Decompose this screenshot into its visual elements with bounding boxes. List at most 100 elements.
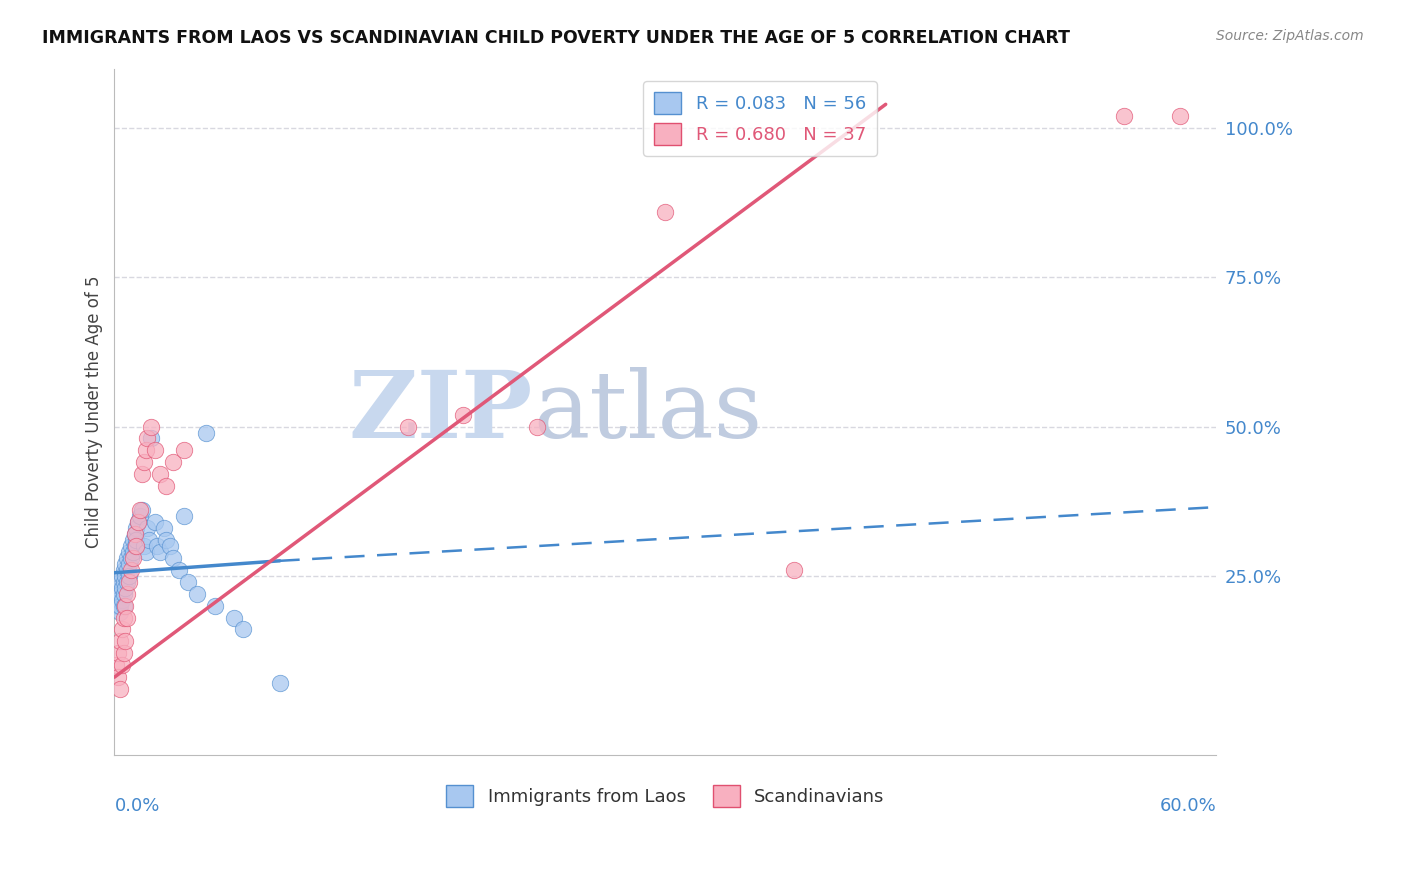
Point (139, 432, 162, 446)
Point (127, 515, 149, 529)
Text: atlas: atlas (533, 367, 762, 457)
Point (105, 587, 128, 601)
Point (1114, 109, 1136, 123)
Point (129, 503, 152, 517)
Point (162, 550, 184, 565)
Point (112, 599, 135, 613)
Point (232, 623, 254, 637)
Point (118, 545, 141, 559)
Point (114, 557, 136, 571)
Point (111, 592, 134, 607)
Point (195, 425, 218, 440)
Point (125, 521, 148, 535)
Point (127, 515, 149, 529)
Text: 60.0%: 60.0% (1160, 797, 1216, 814)
Point (120, 539, 142, 553)
Point (526, 419, 548, 434)
Point (108, 587, 131, 601)
Point (108, 599, 131, 613)
Y-axis label: Child Poverty Under the Age of 5: Child Poverty Under the Age of 5 (86, 276, 103, 548)
Point (120, 563, 142, 577)
Point (108, 605, 131, 619)
Point (153, 521, 176, 535)
Point (108, 682, 131, 697)
Point (121, 533, 143, 547)
Point (107, 581, 129, 595)
Point (654, 204, 676, 219)
Point (121, 545, 143, 559)
Point (114, 634, 136, 648)
Point (107, 646, 129, 660)
Point (155, 533, 177, 547)
Point (118, 557, 141, 571)
Point (132, 455, 155, 469)
Point (117, 563, 139, 577)
Point (108, 574, 131, 589)
Point (121, 550, 143, 565)
Point (112, 574, 135, 589)
Point (269, 676, 291, 690)
Point (136, 432, 159, 446)
Point (177, 574, 200, 589)
Point (159, 539, 181, 553)
Point (149, 467, 172, 482)
Point (111, 568, 134, 582)
Point (783, 563, 806, 577)
Point (107, 670, 129, 684)
Point (136, 521, 159, 535)
Point (143, 443, 166, 458)
Point (117, 610, 139, 624)
Point (143, 515, 166, 529)
Point (108, 634, 131, 648)
Point (145, 539, 167, 553)
Point (135, 545, 157, 559)
Point (155, 479, 177, 493)
Point (131, 503, 153, 517)
Text: Source: ZipAtlas.com: Source: ZipAtlas.com (1216, 29, 1364, 43)
Point (453, 408, 475, 422)
Legend: Immigrants from Laos, Scandinavians: Immigrants from Laos, Scandinavians (439, 778, 891, 814)
Point (112, 563, 135, 577)
Point (112, 646, 135, 660)
Point (124, 527, 146, 541)
Point (139, 419, 162, 434)
Point (114, 599, 136, 613)
Point (124, 539, 146, 553)
Point (396, 419, 419, 434)
Point (118, 568, 141, 582)
Point (204, 599, 226, 613)
Point (149, 545, 172, 559)
Point (1168, 109, 1191, 123)
Point (173, 443, 195, 458)
Point (124, 527, 146, 541)
Point (117, 587, 139, 601)
Point (117, 574, 139, 589)
Point (118, 574, 141, 589)
Point (111, 658, 134, 673)
Point (125, 533, 148, 547)
Point (135, 443, 157, 458)
Point (129, 509, 152, 524)
Point (120, 550, 142, 565)
Point (132, 539, 155, 553)
Text: IMMIGRANTS FROM LAOS VS SCANDINAVIAN CHILD POVERTY UNDER THE AGE OF 5 CORRELATIO: IMMIGRANTS FROM LAOS VS SCANDINAVIAN CHI… (42, 29, 1070, 46)
Point (111, 623, 134, 637)
Text: 0.0%: 0.0% (114, 797, 160, 814)
Point (111, 581, 134, 595)
Point (131, 467, 153, 482)
Point (173, 509, 195, 524)
Point (112, 610, 135, 624)
Point (125, 539, 148, 553)
Point (105, 658, 128, 673)
Point (112, 587, 135, 601)
Point (162, 455, 184, 469)
Point (138, 533, 160, 547)
Point (222, 610, 245, 624)
Point (114, 568, 136, 582)
Point (167, 563, 190, 577)
Point (186, 587, 208, 601)
Point (117, 550, 139, 565)
Text: ZIP: ZIP (349, 367, 533, 457)
Point (107, 592, 129, 607)
Point (107, 599, 129, 613)
